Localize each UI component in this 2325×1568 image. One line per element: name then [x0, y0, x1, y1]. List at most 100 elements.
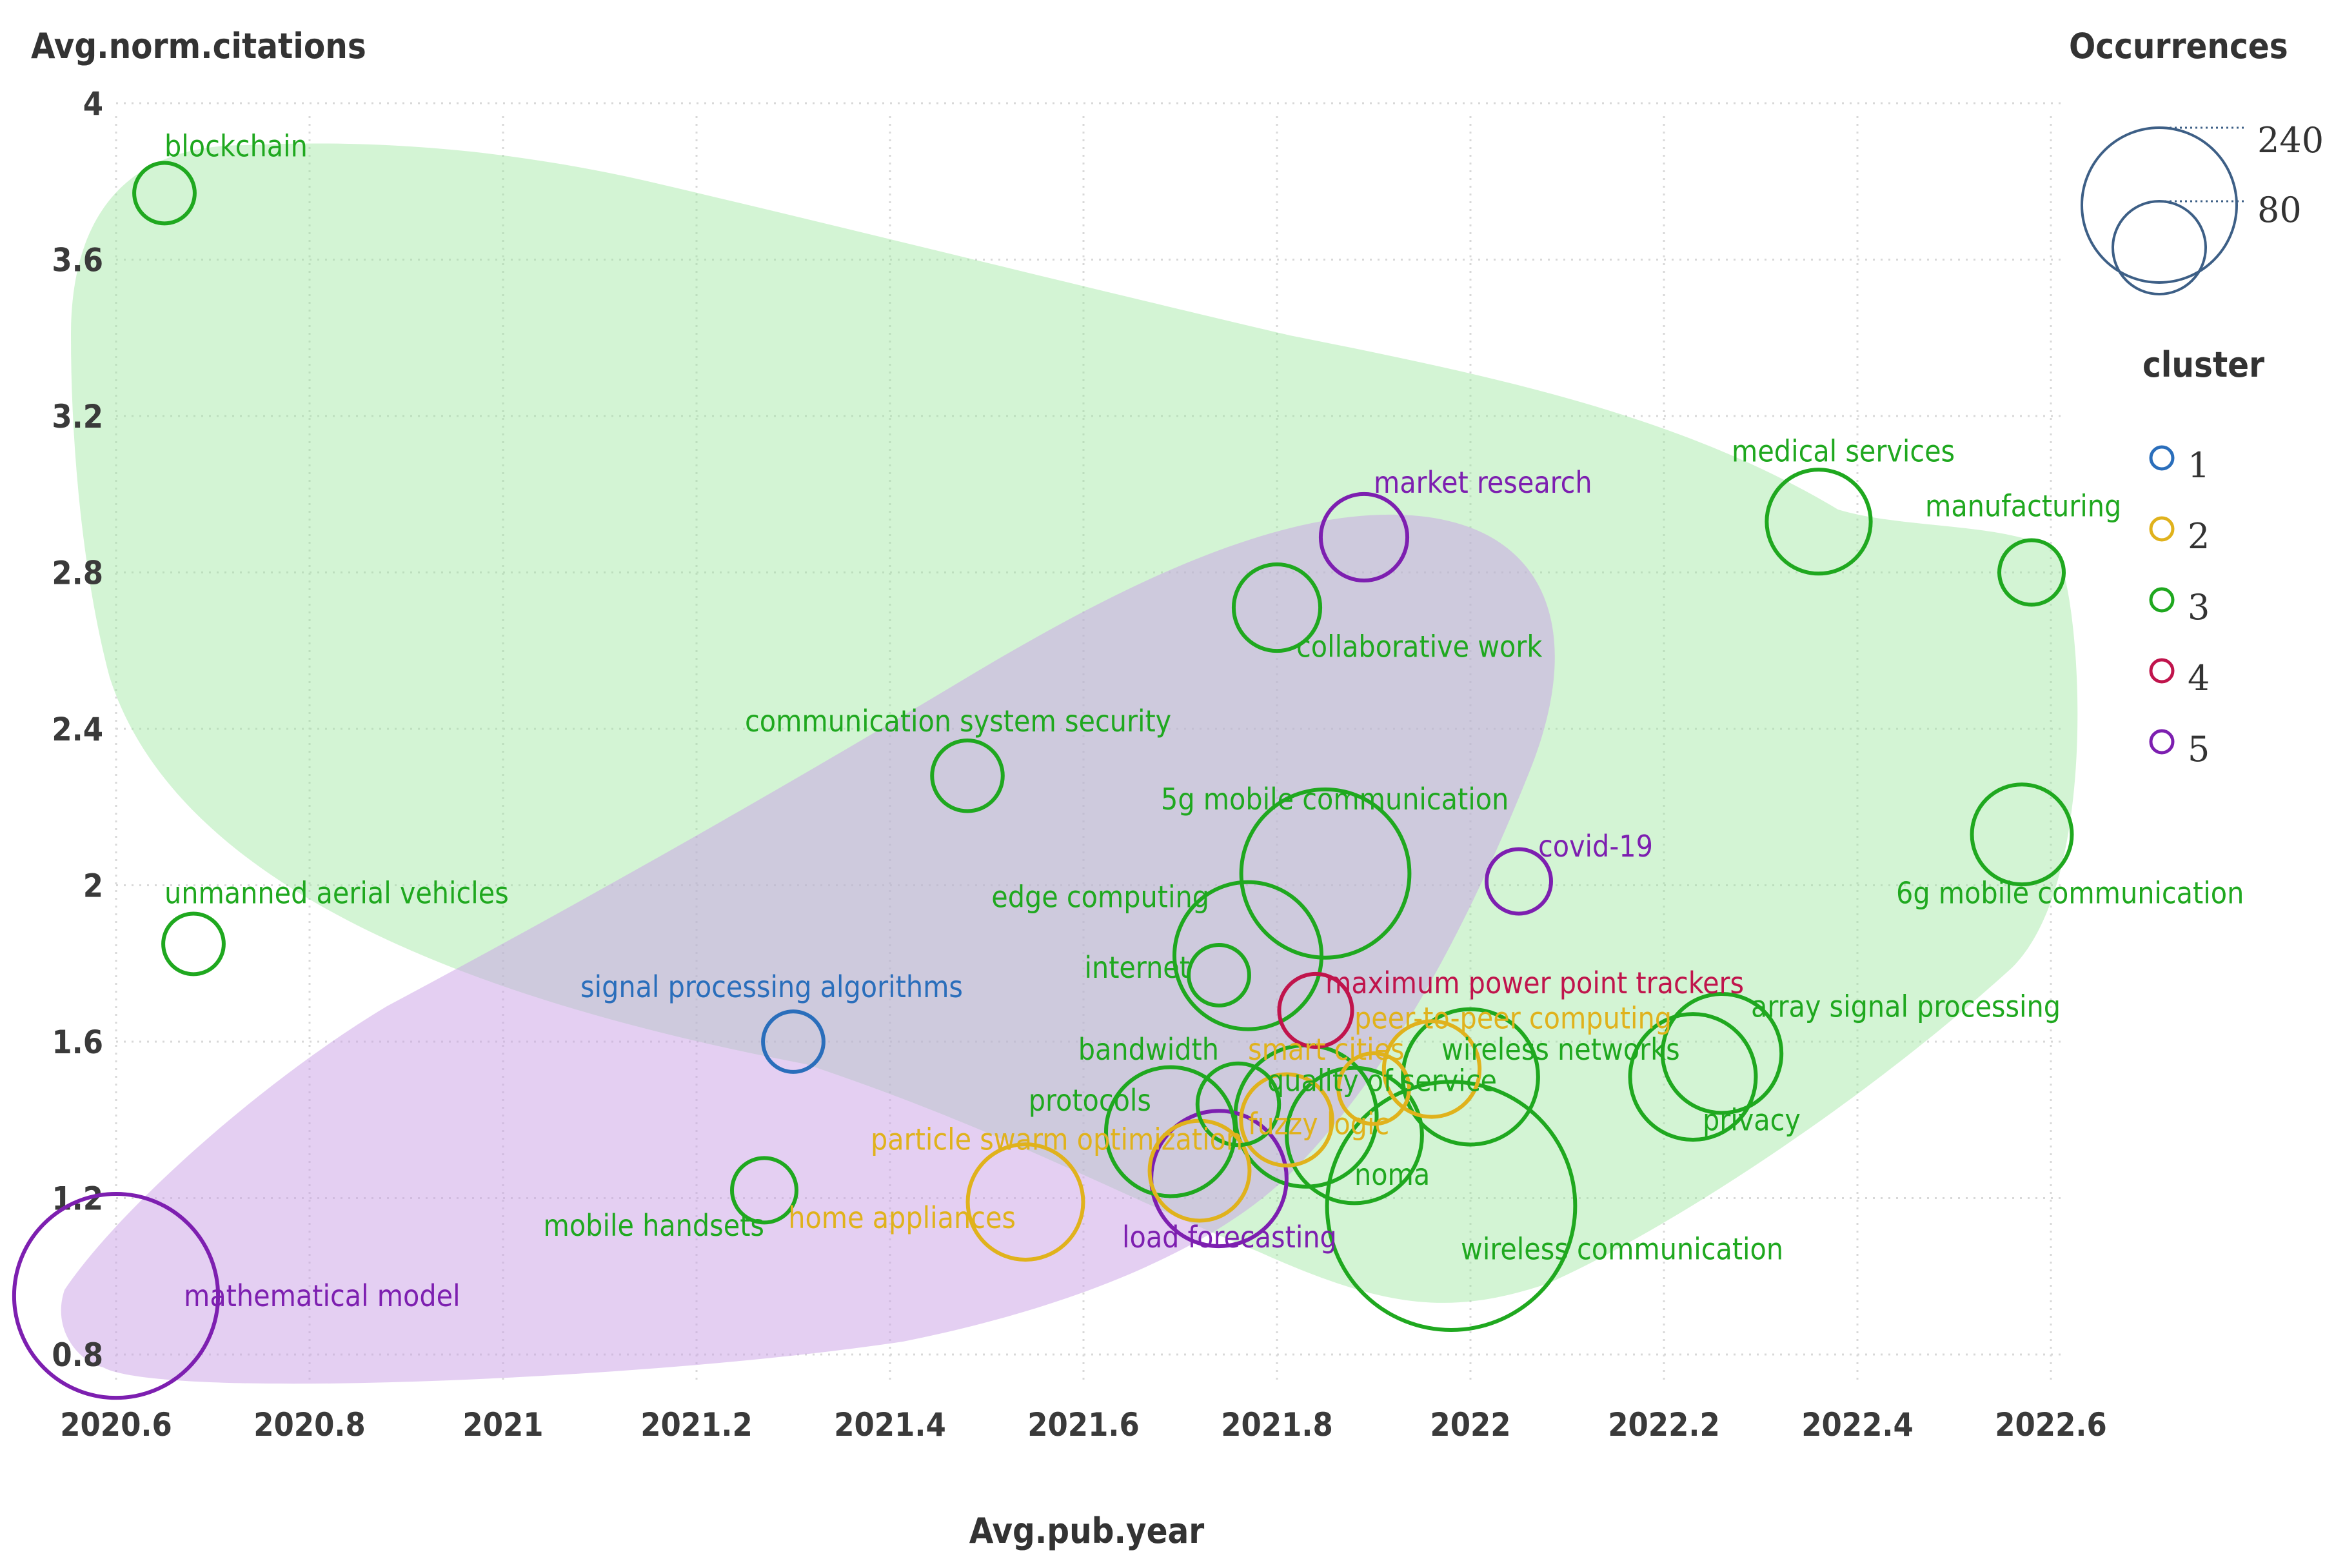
- bubble-smart-cities[interactable]: [1336, 1051, 1411, 1126]
- cluster-legend-label: 2: [2188, 516, 2210, 557]
- label-wireless-communication: wireless communication: [1461, 1231, 1783, 1266]
- label-privacy: privacy: [1703, 1102, 1801, 1137]
- label-load-forecasting: load forecasting: [1122, 1220, 1337, 1255]
- size-legend-title: Occurrences: [2069, 26, 2288, 66]
- label-unmanned-aerial-vehicles: unmanned aerial vehicles: [164, 876, 509, 911]
- size-legend-value-small: 80: [2257, 190, 2302, 230]
- label-market-research: market research: [1374, 465, 1592, 500]
- bubble-collaborative-work[interactable]: [1231, 562, 1323, 653]
- label-6g-mobile-communication: 6g mobile communication: [1896, 876, 2244, 911]
- bubble-labels: blockchain unmanned aerial vehicles mathem…: [164, 129, 2244, 1313]
- label-bandwidth: bandwidth: [1078, 1032, 1219, 1067]
- x-tick-label: 2022: [1430, 1406, 1510, 1444]
- bubble-mobile-handsets[interactable]: [730, 1156, 798, 1225]
- label-noma: noma: [1354, 1157, 1430, 1192]
- cluster-legend-swatch: [2149, 587, 2175, 613]
- cluster-legend: cluster 1 2 3 4 5: [2142, 344, 2264, 769]
- bubble-covid-19[interactable]: [1485, 847, 1553, 916]
- label-blockchain: blockchain: [164, 129, 308, 164]
- axes: 2020.6 2020.8 2021 2021.2 2021.4 2021.6 2021.8…: [52, 85, 2106, 1444]
- y-tick-label: 3.2: [52, 398, 103, 435]
- label-edge-computing: edge computing: [991, 880, 1209, 915]
- bubble-6g-mobile-communication[interactable]: [1970, 782, 2074, 887]
- label-peer-to-peer-computing: peer-to-peer computing: [1354, 1001, 1672, 1036]
- bubble-manufacturing[interactable]: [1997, 538, 2066, 607]
- x-tick-label: 2021.4: [834, 1406, 946, 1444]
- bubble-medical-services[interactable]: [1765, 468, 1873, 576]
- label-smart-cities: smart cities: [1248, 1032, 1405, 1067]
- cluster-legend-swatch: [2149, 445, 2175, 471]
- bubble-communication-system-security[interactable]: [930, 738, 1005, 813]
- bubble-noma[interactable]: [1285, 1066, 1424, 1206]
- cluster-legend-swatch: [2149, 658, 2175, 684]
- bubble-privacy[interactable]: [1628, 1012, 1758, 1142]
- x-axis-title: Avg.pub.year: [969, 1511, 1205, 1551]
- label-covid-19: covid-19: [1538, 829, 1653, 864]
- bubble-mathematical-model[interactable]: [12, 1191, 221, 1400]
- size-legend-value-large: 240: [2257, 120, 2324, 161]
- bubble-internet[interactable]: [1187, 943, 1251, 1007]
- label-mathematical-model: mathematical model: [184, 1278, 460, 1313]
- bubble-wireless-networks[interactable]: [1401, 1007, 1540, 1147]
- x-tick-label: 2021.6: [1027, 1406, 1140, 1444]
- y-tick-label: 4: [83, 85, 103, 123]
- label-particle-swarm-optimization: particle swarm optimization: [871, 1122, 1243, 1157]
- bubble-home-appliances[interactable]: [965, 1142, 1085, 1262]
- y-tick-label: 0.8: [52, 1336, 103, 1374]
- bubble-protocols[interactable]: [1104, 1065, 1237, 1198]
- x-tick-label: 2020.6: [60, 1406, 172, 1444]
- size-legend: Occurrences 240 80: [2069, 26, 2324, 295]
- y-tick-label: 2.4: [52, 711, 103, 748]
- label-maximum-power-point-trackers: maximum power point trackers: [1325, 966, 1744, 1000]
- cluster-legend-title: cluster: [2142, 344, 2264, 385]
- y-axis-title: Avg.norm.citations: [31, 26, 366, 66]
- label-internet: internet: [1084, 950, 1190, 985]
- bubble-signal-processing-algorithms[interactable]: [761, 1009, 826, 1074]
- x-tick-label: 2021: [462, 1406, 543, 1444]
- cluster-5-region: [61, 514, 1555, 1384]
- bubbles: [12, 161, 2074, 1400]
- y-tick-label: 2: [83, 868, 103, 905]
- label-mobile-handsets: mobile handsets: [544, 1208, 764, 1243]
- label-protocols: protocols: [1029, 1083, 1151, 1118]
- x-tick-label: 2022.2: [1608, 1406, 1720, 1444]
- cluster-legend-label: 3: [2188, 587, 2210, 628]
- x-tick-label: 2020.8: [253, 1406, 366, 1444]
- cluster-legend-swatch: [2149, 729, 2175, 755]
- bubble-maximum-power-point-trackers[interactable]: [1277, 971, 1354, 1049]
- x-tick-label: 2021.2: [640, 1406, 753, 1444]
- bubble-market-research[interactable]: [1318, 491, 1410, 583]
- label-communication-system-security: communication system security: [745, 704, 1171, 739]
- cluster-legend-label: 1: [2188, 445, 2210, 486]
- cluster-legend-label: 5: [2188, 729, 2210, 769]
- cluster-legend-label: 4: [2188, 658, 2210, 699]
- bubble-fuzzy-logic[interactable]: [1239, 1072, 1334, 1167]
- x-tick-label: 2022.6: [1995, 1406, 2107, 1444]
- x-tick-label: 2021.8: [1221, 1406, 1333, 1444]
- label-array-signal-processing: array signal processing: [1751, 989, 2061, 1024]
- label-medical-services: medical services: [1732, 434, 1955, 469]
- label-signal-processing-algorithms: signal processing algorithms: [580, 969, 963, 1004]
- label-wireless-networks: wireless networks: [1441, 1032, 1680, 1067]
- bubble-wireless-communication[interactable]: [1325, 1080, 1578, 1332]
- bubble-array-signal-processing[interactable]: [1660, 991, 1784, 1115]
- label-collaborative-work: collaborative work: [1296, 630, 1542, 664]
- bubble-peer-to-peer-computing[interactable]: [1381, 1019, 1482, 1119]
- cluster-legend-swatch: [2149, 516, 2175, 542]
- bubble-edge-computing[interactable]: [1172, 880, 1324, 1031]
- bubble-unmanned-aerial-vehicles[interactable]: [161, 911, 226, 977]
- y-tick-label: 3.6: [52, 242, 103, 279]
- y-tick-label: 2.8: [52, 555, 103, 592]
- label-manufacturing: manufacturing: [1925, 488, 2121, 523]
- label-home-appliances: home appliances: [788, 1200, 1016, 1235]
- bubble-5g-mobile-communication[interactable]: [1239, 787, 1412, 960]
- cluster-legend-items: 1 2 3 4 5: [2149, 445, 2210, 769]
- x-tick-label: 2022.4: [1801, 1406, 1914, 1444]
- bubble-bandwidth[interactable]: [1195, 1061, 1281, 1147]
- label-quality-of-service: quality of service: [1267, 1064, 1497, 1098]
- bubble-blockchain[interactable]: [132, 161, 197, 226]
- label-5g-mobile-communication: 5g mobile communication: [1161, 782, 1509, 817]
- y-tick-label: 1.6: [52, 1024, 103, 1061]
- label-fuzzy-logic: fuzzy logic: [1248, 1106, 1389, 1141]
